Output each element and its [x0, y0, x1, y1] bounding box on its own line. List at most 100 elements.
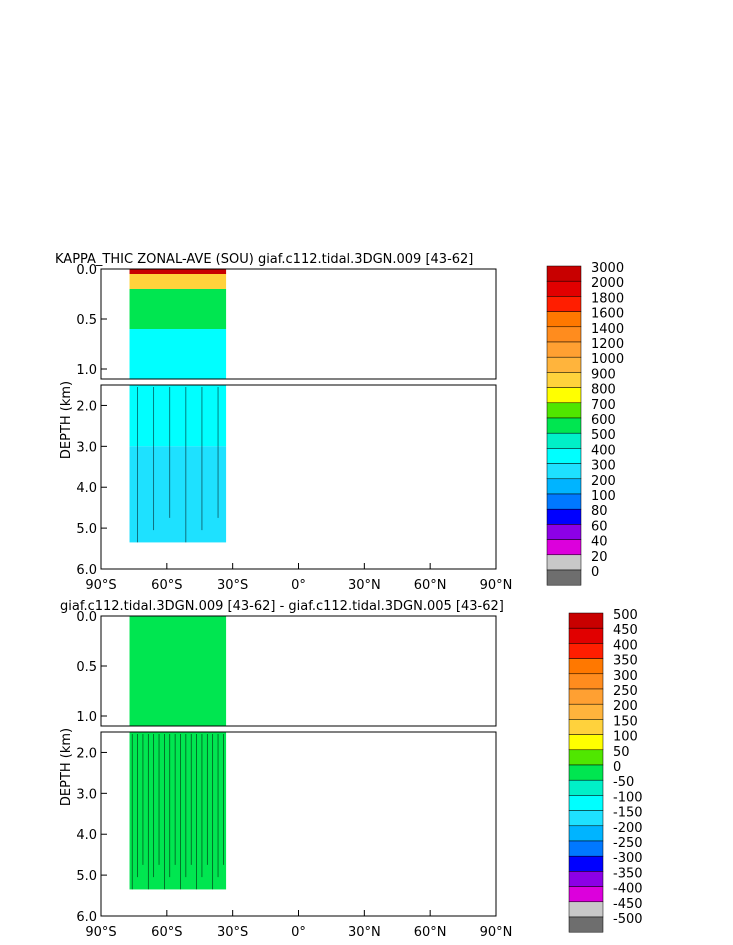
panel-2-legend-label: 200: [613, 699, 638, 714]
panel-1-legend-swatch-13: [546, 463, 582, 480]
panel-1-legend-swatch-7: [546, 372, 582, 388]
panel-1-ytick-label: 4.0: [76, 481, 97, 496]
panel-2-legend-swatch-14: [568, 825, 604, 842]
panel-2-legend: 500450400350300250200150100500-50-100-15…: [568, 608, 643, 933]
panel-1-legend-swatch-11: [546, 432, 582, 449]
panel-1-legend-swatch-18: [546, 539, 582, 556]
panel-1-legend-label: 20: [591, 550, 608, 565]
panel-1-legend-label: 600: [591, 413, 616, 428]
panel-2-legend-label: -250: [613, 836, 643, 851]
panel-2-legend-label: 150: [613, 714, 638, 729]
panel-1-region-4-lower: [129, 446, 227, 543]
panel-1-ytick-label: 1.0: [76, 363, 97, 378]
panel-2-legend-swatch-8: [568, 734, 604, 751]
panel-2-legend-label: 450: [613, 623, 638, 638]
panel-1-legend-swatch-1: [546, 280, 582, 297]
panel-1-legend-label: 300: [591, 459, 616, 474]
panel-1-legend-swatch-6: [546, 356, 582, 373]
panel-1-region-3-upper: [129, 329, 227, 379]
panel-2-legend-label: 50: [613, 745, 630, 760]
panel-2-legend-label: 0: [613, 760, 621, 775]
panel-1-xtick-label: 60°S: [151, 578, 182, 593]
panel-2-title: giaf.c112.tidal.3DGN.009 [43-62] - giaf.…: [60, 599, 504, 614]
panel-2-xtick-label: 30°N: [348, 925, 381, 940]
panel-1-legend-swatch-0: [546, 265, 582, 282]
panel-2-xtick-label: 90°S: [85, 925, 116, 940]
panel-2-legend-swatch-13: [568, 810, 604, 827]
panel-2-ytick-label: 0.5: [76, 660, 97, 675]
panel-2-xtick-label: 60°S: [151, 925, 182, 940]
panel-1-legend-label: 700: [591, 398, 616, 413]
panel-1-upper-frame: [100, 268, 497, 380]
panel-2-ytick-label: 2.0: [76, 746, 97, 761]
panel-1-legend-label: 200: [591, 474, 616, 489]
panel-1-region-1-upper: [129, 274, 227, 289]
panel-2-ytick-label: 4.0: [76, 828, 97, 843]
panel-2-legend-swatch-2: [568, 643, 604, 659]
panel-1-legend-swatch-4: [546, 326, 582, 343]
panel-1-xtick-label: 90°N: [480, 578, 513, 593]
panel-2-legend-swatch-9: [568, 749, 604, 766]
panel-1-legend-label: 0: [591, 565, 599, 580]
panel-2-legend-label: 100: [613, 730, 638, 745]
panel-2-ytick-label: 0.0: [76, 610, 97, 625]
panel-2-legend-swatch-4: [568, 673, 604, 690]
panel-1-ytick-label: 6.0: [76, 563, 97, 578]
panel-2-legend-swatch-12: [568, 795, 604, 811]
panel-1-legend-label: 2000: [591, 276, 624, 291]
panel-2-legend-swatch-16: [568, 855, 604, 872]
panel-1-legend-swatch-9: [546, 402, 582, 419]
panel-2-ytick-label: 5.0: [76, 869, 97, 884]
panel-1-legend-swatch-14: [546, 478, 582, 495]
panel-2-xtick-label: 60°N: [414, 925, 447, 940]
panel-2-xtick-label: 90°N: [480, 925, 513, 940]
panel-1-legend-label: 1200: [591, 337, 624, 352]
panel-2-legend-label: 400: [613, 638, 638, 653]
panel-1-legend-label: 900: [591, 367, 616, 382]
panel-1-xtick-label: 30°S: [217, 578, 248, 593]
panel-1-legend-swatch-8: [546, 387, 582, 404]
panel-1-ylabel: DEPTH (km): [59, 381, 74, 459]
panel-1-legend: 3000200018001600140012001000900800700600…: [546, 261, 624, 586]
panel-1-xtick-label: 30°N: [348, 578, 381, 593]
panel-2-legend-label: -300: [613, 851, 643, 866]
panel-1-legend-label: 800: [591, 383, 616, 398]
panel-2-legend-label: 250: [613, 684, 638, 699]
panel-1-xtick-label: 90°S: [85, 578, 116, 593]
panel-2-legend-label: -350: [613, 866, 643, 881]
panel-1-ytick-label: 3.0: [76, 440, 97, 455]
panel-2-legend-swatch-5: [568, 688, 604, 705]
panel-2-legend-swatch-6: [568, 703, 604, 720]
panel-2-legend-swatch-7: [568, 719, 604, 735]
panel-1-legend-label: 1400: [591, 322, 624, 337]
panel-1-legend-swatch-19: [546, 554, 582, 571]
panel-2-legend-swatch-1: [568, 627, 604, 644]
panel-2-legend-swatch-10: [568, 764, 604, 781]
panel-2-xtick-label: 0°: [291, 925, 306, 940]
panel-2-ytick-label: 3.0: [76, 787, 97, 802]
panel-2-upper-frame: [100, 615, 497, 727]
panel-1-region-0-upper: [129, 269, 227, 274]
panel-2-ylabel: DEPTH (km): [59, 728, 74, 806]
panel-1-legend-label: 1800: [591, 291, 624, 306]
panel-2-legend-swatch-11: [568, 779, 604, 796]
panel-2-legend-swatch-0: [568, 612, 604, 629]
panel-1-legend-label: 1000: [591, 352, 624, 367]
panel-2-legend-swatch-15: [568, 840, 604, 857]
panel-1-legend-swatch-2: [546, 296, 582, 312]
panel-2-legend-label: 500: [613, 608, 638, 623]
panel-2-legend-label: -100: [613, 790, 643, 805]
panel-2-ytick-label: 1.0: [76, 710, 97, 725]
panel-1-legend-swatch-10: [546, 417, 582, 434]
panel-1: KAPPA_THIC ZONAL-AVE (SOU) giaf.c112.tid…: [55, 252, 624, 593]
panel-2-legend-label: -500: [613, 912, 643, 927]
panel-1-legend-swatch-15: [546, 493, 582, 510]
panel-2-legend-label: -50: [613, 775, 634, 790]
panel-1-ytick-label: 0.5: [76, 313, 97, 328]
panel-1-legend-label: 60: [591, 519, 608, 534]
panel-1-region-3-lower: [129, 385, 227, 447]
panel-2-legend-swatch-3: [568, 658, 604, 675]
panel-2-xtick-label: 30°S: [217, 925, 248, 940]
panel-1-ytick-label: 0.0: [76, 263, 97, 278]
panel-2-legend-swatch-17: [568, 871, 604, 887]
